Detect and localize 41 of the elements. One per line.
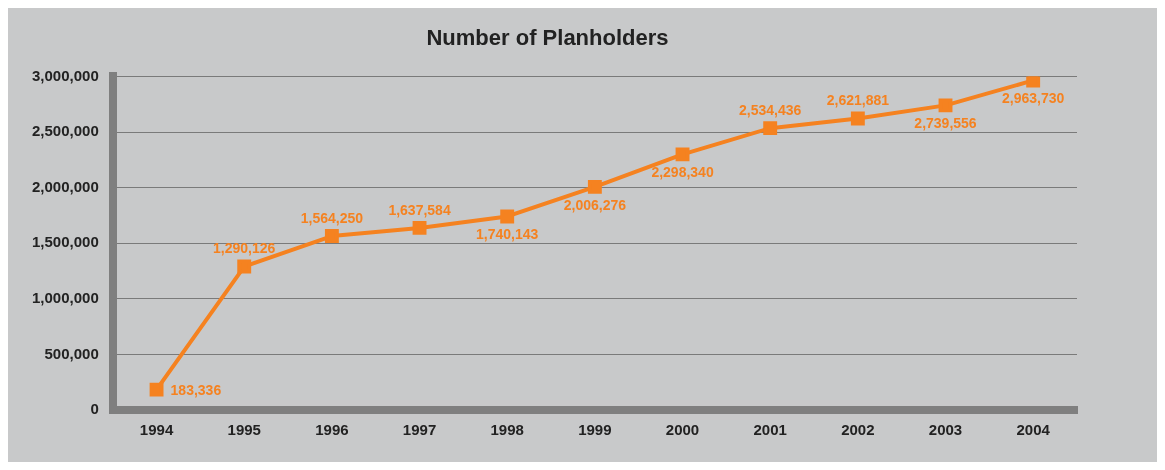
- data-label: 2,739,556: [914, 115, 977, 132]
- data-label: 1,290,126: [213, 240, 276, 257]
- x-tick-label: 1997: [402, 421, 437, 439]
- point: [675, 147, 690, 162]
- point: [1026, 76, 1041, 88]
- y-tick-label: 1,000,000: [32, 288, 99, 306]
- data-label: 2,963,730: [1002, 90, 1065, 107]
- x-tick-label: 2001: [753, 421, 787, 439]
- point: [149, 382, 164, 397]
- data-label: 2,298,340: [651, 164, 714, 181]
- data-label: 2,621,881: [826, 92, 890, 109]
- y-tick-label: 1,500,000: [32, 233, 99, 251]
- x-tick-label: 1998: [490, 421, 524, 439]
- y-tick-label: 2,000,000: [32, 177, 99, 195]
- x-tick-label: 1996: [315, 421, 349, 439]
- chart-title: Number of Planholders: [426, 25, 669, 51]
- point: [500, 209, 515, 224]
- point: [412, 220, 427, 235]
- y-tick-label: 500,000: [44, 344, 99, 362]
- x-tick-label: 1995: [227, 421, 261, 439]
- x-tick-label: 2002: [841, 421, 875, 439]
- y-tick-label: 0: [90, 400, 99, 418]
- y-tick-label: 2,500,000: [32, 122, 99, 140]
- point: [938, 98, 953, 113]
- x-tick-label: 2000: [665, 421, 700, 439]
- point: [237, 259, 252, 274]
- point: [324, 229, 339, 244]
- x-tick-label: 2003: [928, 421, 963, 439]
- data-label: 2,006,276: [563, 196, 627, 213]
- data-label: 1,740,143: [476, 226, 539, 243]
- x-tick-label: 2004: [1016, 421, 1051, 439]
- point: [850, 111, 865, 126]
- x-tick-label: 1994: [139, 421, 174, 439]
- data-label: 1,564,250: [300, 209, 364, 226]
- data-label: 183,336: [170, 382, 222, 399]
- data-label: 2,534,436: [739, 102, 802, 119]
- data-label: 1,637,584: [388, 201, 451, 218]
- point: [763, 121, 778, 136]
- x-tick-label: 1999: [578, 421, 612, 439]
- y-tick-label: 3,000,000: [32, 66, 99, 84]
- point: [587, 179, 602, 194]
